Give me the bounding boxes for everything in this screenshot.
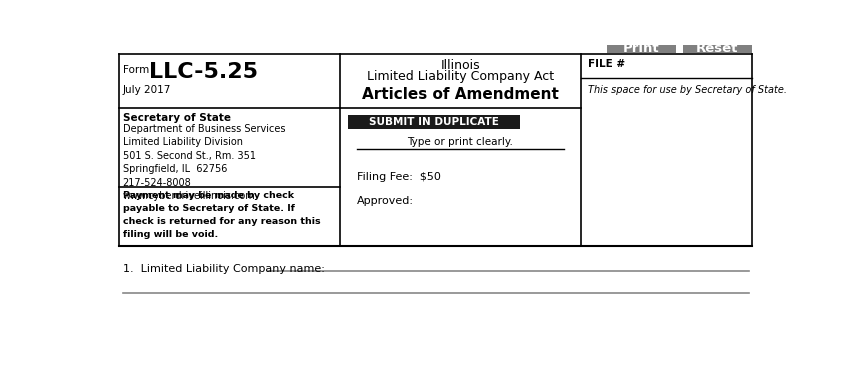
Text: Limited Liability Division: Limited Liability Division [122, 137, 243, 147]
Text: Limited Liability Company Act: Limited Liability Company Act [366, 70, 554, 84]
Text: 1.  Limited Liability Company name:: 1. Limited Liability Company name: [122, 264, 325, 274]
Text: www.cyberdriveillinois.com: www.cyberdriveillinois.com [122, 191, 256, 201]
Text: FILE #: FILE # [588, 59, 626, 69]
Text: 217-524-8008: 217-524-8008 [122, 178, 191, 188]
FancyBboxPatch shape [607, 45, 676, 53]
Text: Reset: Reset [696, 42, 739, 55]
Text: SUBMIT IN DUPLICATE: SUBMIT IN DUPLICATE [369, 117, 499, 127]
Text: 501 S. Second St., Rm. 351: 501 S. Second St., Rm. 351 [122, 151, 256, 161]
Text: Articles of Amendment: Articles of Amendment [362, 87, 558, 102]
Text: Type or print clearly.: Type or print clearly. [407, 137, 513, 147]
Text: Filing Fee:  $50: Filing Fee: $50 [357, 172, 440, 182]
Text: This space for use by Secretary of State.: This space for use by Secretary of State… [588, 85, 787, 95]
Text: July 2017: July 2017 [122, 85, 171, 95]
Text: Print: Print [623, 42, 660, 55]
Text: Department of Business Services: Department of Business Services [122, 124, 286, 134]
FancyBboxPatch shape [683, 45, 751, 53]
Text: Form: Form [122, 65, 149, 75]
Text: Illinois: Illinois [440, 59, 480, 72]
FancyBboxPatch shape [348, 115, 519, 129]
Text: Approved:: Approved: [357, 196, 414, 205]
Text: LLC-5.25: LLC-5.25 [149, 62, 258, 82]
Text: Springfield, IL  62756: Springfield, IL 62756 [122, 164, 227, 174]
Text: Payment may be made by check
payable to Secretary of State. If
check is returned: Payment may be made by check payable to … [122, 191, 320, 239]
Text: Secretary of State: Secretary of State [122, 113, 230, 123]
